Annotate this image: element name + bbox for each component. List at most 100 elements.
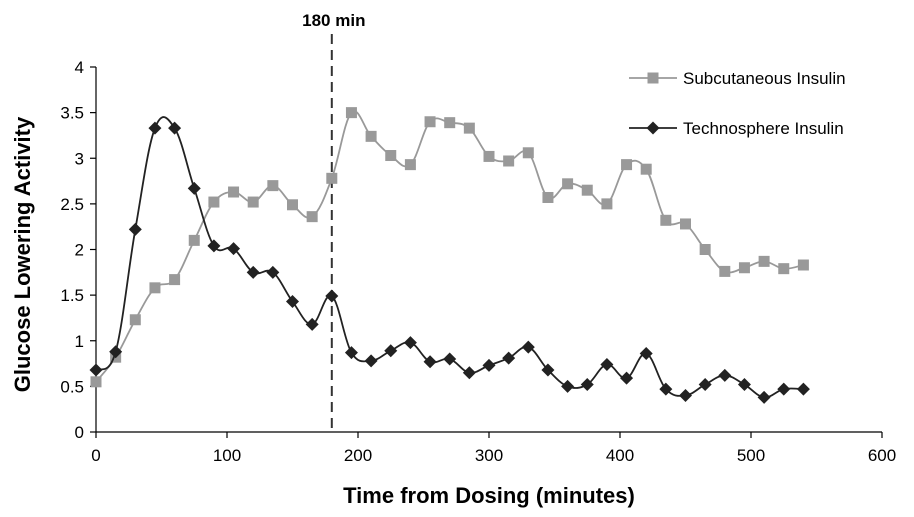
series-technosphere-insulin bbox=[89, 116, 810, 404]
data-point bbox=[777, 382, 791, 396]
y-tick-label: 1.5 bbox=[60, 286, 84, 305]
data-point bbox=[187, 181, 201, 195]
data-point bbox=[149, 282, 161, 294]
data-point bbox=[542, 191, 554, 203]
data-point bbox=[522, 147, 534, 159]
data-point bbox=[169, 274, 181, 286]
data-point bbox=[344, 346, 358, 360]
data-point bbox=[660, 214, 672, 226]
data-point bbox=[168, 121, 182, 135]
data-point bbox=[719, 265, 731, 277]
data-point bbox=[404, 159, 416, 171]
y-tick-label: 2 bbox=[75, 241, 84, 260]
data-point bbox=[129, 314, 141, 326]
data-point bbox=[601, 198, 613, 210]
data-point bbox=[737, 378, 751, 392]
data-point bbox=[325, 289, 339, 303]
data-point bbox=[423, 355, 437, 369]
data-point bbox=[580, 378, 594, 392]
data-point bbox=[188, 234, 200, 246]
data-point bbox=[621, 159, 633, 171]
data-point bbox=[541, 363, 555, 377]
data-point bbox=[444, 117, 456, 129]
data-point bbox=[483, 150, 495, 162]
y-tick-label: 3 bbox=[75, 149, 84, 168]
data-point bbox=[424, 116, 436, 128]
legend-label: Technosphere Insulin bbox=[683, 119, 844, 138]
y-tick-label: 0.5 bbox=[60, 377, 84, 396]
y-tick-label: 0 bbox=[75, 423, 84, 442]
data-point bbox=[89, 363, 103, 377]
data-point bbox=[562, 178, 574, 190]
y-tick-label: 1 bbox=[75, 332, 84, 351]
data-point bbox=[521, 340, 535, 354]
data-point bbox=[267, 180, 279, 192]
legend-label: Subcutaneous Insulin bbox=[683, 69, 846, 88]
x-tick-label: 300 bbox=[475, 446, 503, 465]
data-point bbox=[620, 371, 634, 385]
y-tick-label: 3.5 bbox=[60, 104, 84, 123]
data-point bbox=[581, 184, 593, 196]
data-point bbox=[227, 242, 241, 256]
y-axis-title: Glucose Lowering Activity bbox=[10, 116, 35, 392]
data-point bbox=[345, 107, 357, 119]
data-point bbox=[247, 196, 259, 208]
data-point bbox=[305, 317, 319, 331]
data-point bbox=[659, 382, 673, 396]
data-point bbox=[561, 379, 575, 393]
data-point bbox=[266, 265, 280, 279]
data-point bbox=[384, 344, 398, 358]
data-point bbox=[90, 376, 102, 388]
data-point bbox=[109, 345, 123, 359]
data-point bbox=[128, 222, 142, 236]
data-point bbox=[738, 262, 750, 274]
data-point bbox=[463, 122, 475, 134]
data-point bbox=[482, 358, 496, 372]
legend: Subcutaneous Insulin Technosphere Insulin bbox=[629, 69, 846, 138]
data-point bbox=[757, 390, 771, 404]
data-point bbox=[365, 130, 377, 142]
data-point bbox=[797, 259, 809, 271]
x-tick-label: 0 bbox=[91, 446, 100, 465]
data-point bbox=[462, 366, 476, 380]
x-ticks: 0 100 200 300 400 500 600 bbox=[91, 432, 896, 465]
data-point bbox=[679, 389, 692, 402]
x-tick-label: 100 bbox=[213, 446, 241, 465]
data-point bbox=[287, 199, 298, 211]
y-tick-label: 4 bbox=[75, 58, 84, 77]
data-point bbox=[208, 196, 220, 208]
annotation-label: 180 min bbox=[302, 11, 365, 30]
data-point bbox=[443, 352, 457, 366]
x-tick-label: 600 bbox=[868, 446, 896, 465]
x-tick-label: 200 bbox=[344, 446, 372, 465]
y-ticks: 0 0.5 1 1.5 2 2.5 3 3.5 4 bbox=[60, 58, 96, 442]
data-point bbox=[246, 265, 260, 279]
data-point bbox=[502, 351, 516, 365]
x-tick-label: 500 bbox=[737, 446, 765, 465]
data-point bbox=[718, 368, 732, 382]
data-point bbox=[148, 121, 162, 135]
data-point bbox=[778, 263, 790, 275]
data-point bbox=[306, 211, 318, 223]
data-point bbox=[326, 172, 338, 184]
axes: 0 0.5 1 1.5 2 2.5 3 3.5 4 0 100 200 300 400 500 600 bbox=[60, 58, 896, 465]
data-point bbox=[503, 155, 515, 167]
x-axis-title: Time from Dosing (minutes) bbox=[343, 483, 635, 508]
data-point bbox=[403, 336, 417, 350]
data-point bbox=[680, 218, 691, 230]
series-line bbox=[95, 110, 804, 383]
legend-marker bbox=[646, 121, 660, 135]
annotation-180-min: 180 min bbox=[302, 11, 365, 432]
y-tick-label: 2.5 bbox=[60, 195, 84, 214]
series-subcutaneous-insulin bbox=[90, 107, 809, 388]
legend-item: Subcutaneous Insulin bbox=[629, 69, 846, 88]
data-point bbox=[286, 295, 299, 309]
data-point bbox=[699, 244, 711, 255]
data-point bbox=[639, 347, 653, 361]
legend-item: Technosphere Insulin bbox=[629, 119, 844, 138]
legend-marker bbox=[647, 72, 659, 84]
data-point bbox=[207, 239, 221, 253]
data-point bbox=[600, 357, 614, 371]
data-point bbox=[364, 354, 378, 368]
